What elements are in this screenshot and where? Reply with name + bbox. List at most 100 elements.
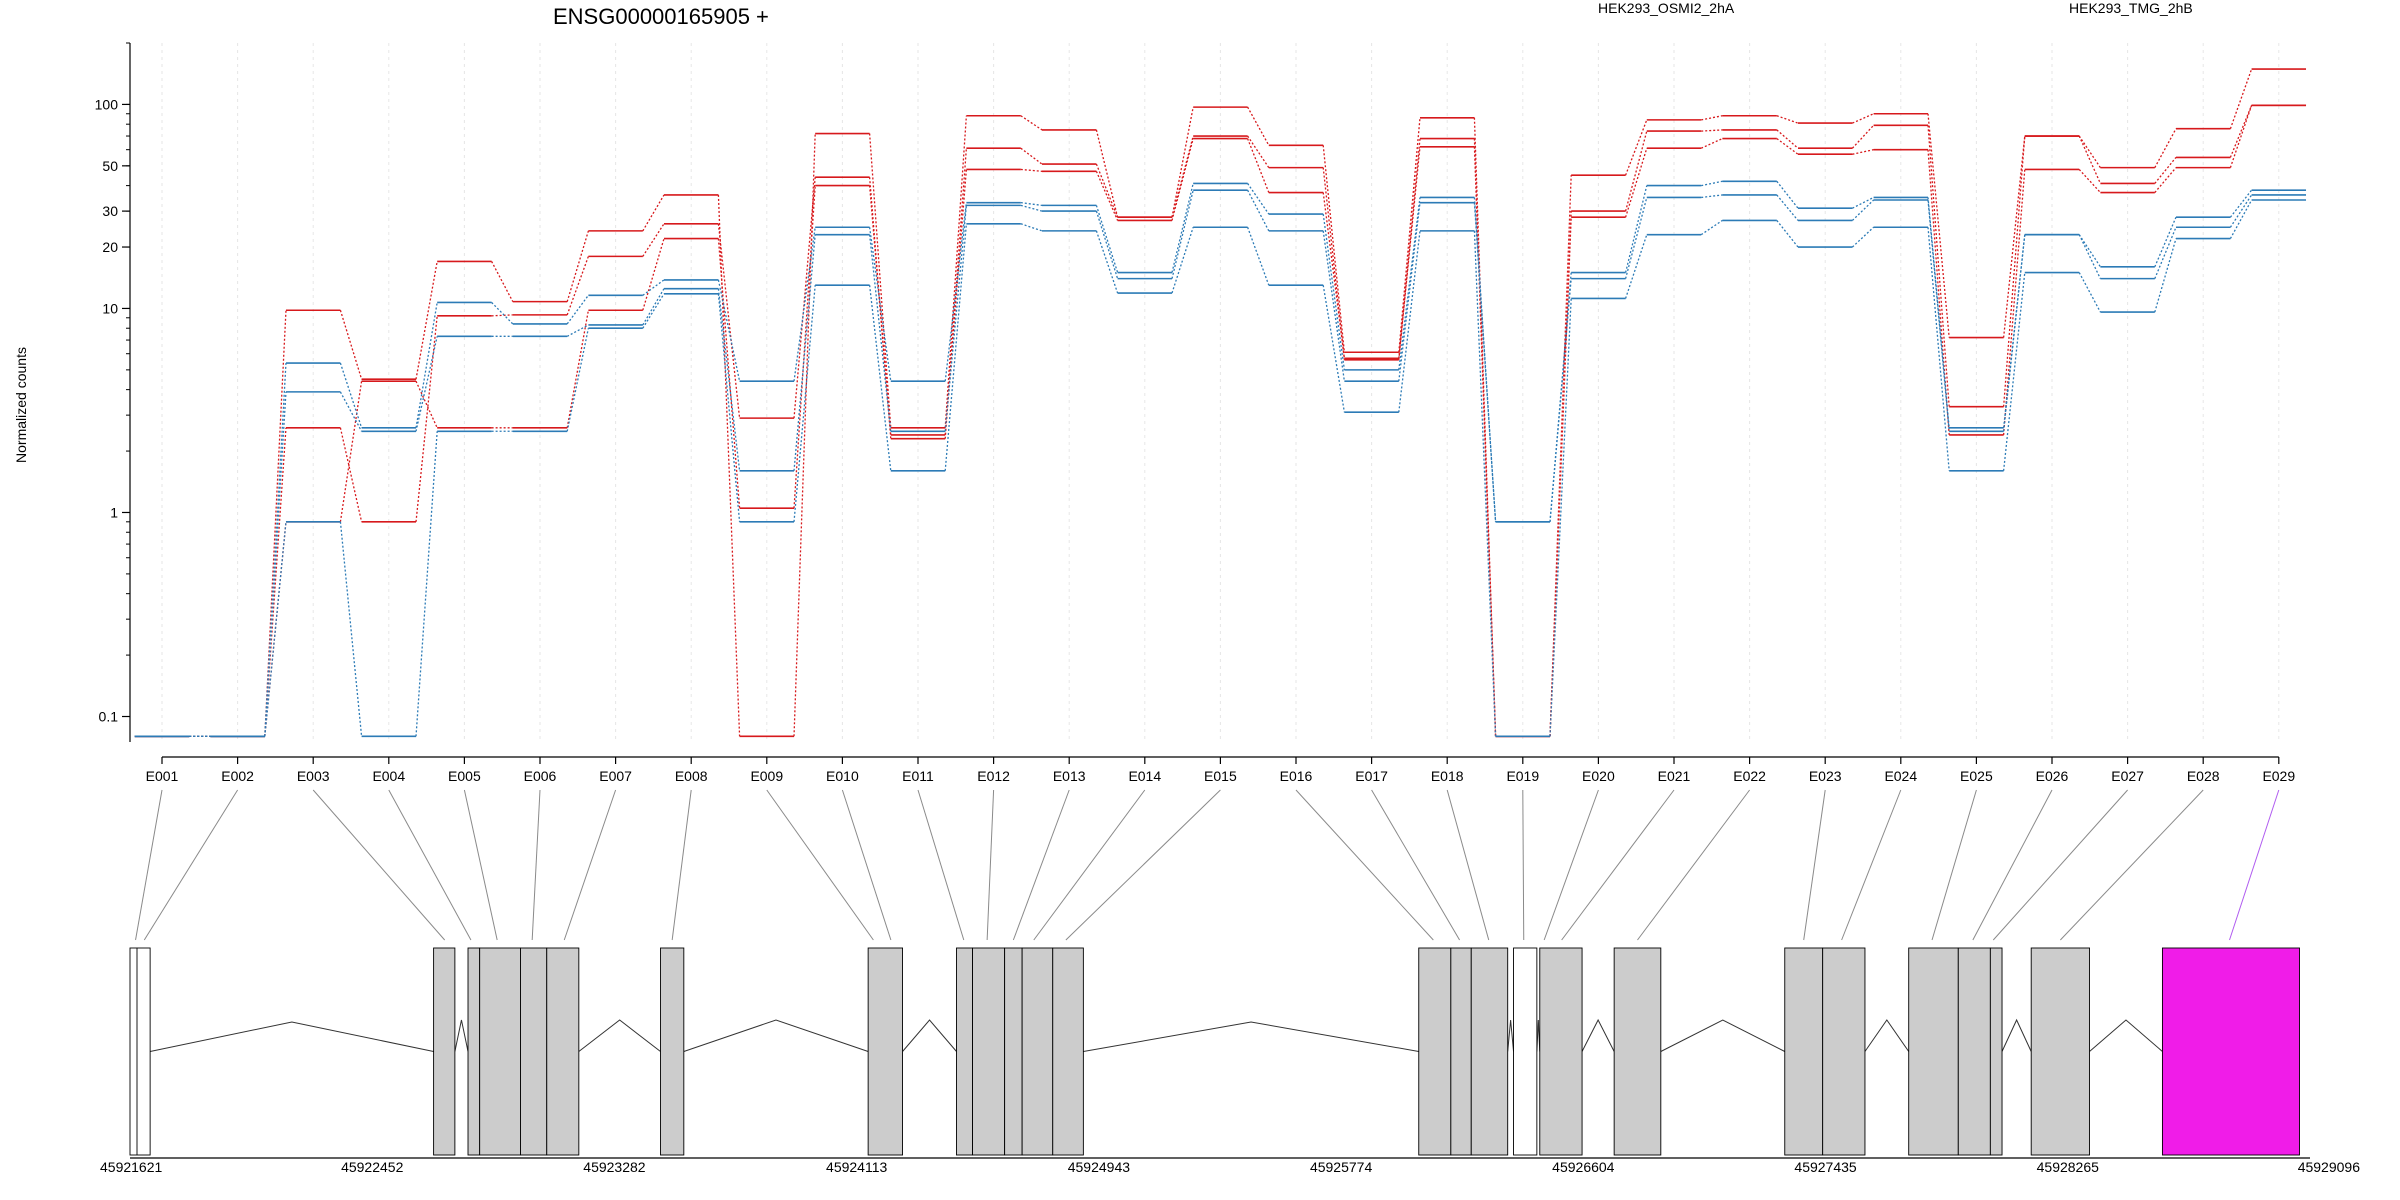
series-3-transition-E016 (1247, 183, 1270, 215)
series-3-transition-E023 (1776, 180, 1799, 209)
exon-block-22 (1908, 947, 1959, 1156)
series-1-transition-E003 (264, 427, 287, 737)
x-tick-label-E013: E013 (1053, 768, 1086, 784)
connector-E005 (463, 789, 498, 941)
connector-E012 (986, 789, 995, 941)
x-axis: E001 E002 E003 E004 E005 E006 E007 E008 E009 E010… (146, 756, 2295, 784)
x-tick-label-E008: E008 (675, 768, 708, 784)
series-3-transition-E007 (566, 294, 589, 325)
series-0-transition-E023 (1776, 115, 1799, 124)
series-3-transition-E015 (1171, 183, 1194, 273)
exon-block-10 (972, 947, 1006, 1156)
series-0-transition-E011 (868, 133, 892, 428)
series-3-transition-E027 (2078, 234, 2101, 268)
exon-block-4 (479, 947, 521, 1156)
series-4-transition-E012 (944, 205, 968, 432)
x-tick-label-E001: E001 (146, 768, 179, 784)
series-5-transition-E013 (1020, 223, 1043, 232)
series-4-transition-E029 (2229, 194, 2253, 228)
connector-E029 (2229, 789, 2280, 941)
x-tick-label-E006: E006 (524, 768, 557, 784)
x-tick-label-E024: E024 (1884, 768, 1917, 784)
series-4-transition-E011 (868, 234, 892, 432)
connector-E014 (1033, 789, 1146, 941)
exon-block-16 (1470, 947, 1509, 1156)
series-3-transition-E021 (1624, 185, 1648, 273)
series-4-transition-E017 (1322, 230, 1346, 382)
legend-label-osmi2: HEK293_OSMI2_2hA (1598, 0, 1735, 16)
connector-E027 (1992, 789, 2128, 941)
connector-E008 (671, 789, 692, 941)
connector-E006 (531, 789, 541, 941)
connector-E023 (1803, 789, 1826, 941)
series-4-transition-E019 (1473, 202, 1497, 522)
series-2-transition-E014 (1095, 171, 1119, 221)
series-5-transition-E004 (339, 521, 363, 737)
exon-connector-lines (135, 789, 2280, 941)
series-5-transition-E025 (1927, 227, 1950, 471)
series-4-transition-E007 (566, 324, 589, 337)
connector-E011 (917, 789, 965, 941)
coord-tick-label: 45926604 (1552, 1159, 1615, 1175)
series-4-transition-E020 (1549, 278, 1572, 522)
series-5-transition-E022 (1700, 219, 1723, 236)
series-5-transition-E023 (1776, 220, 1799, 248)
connector-E028 (2059, 789, 2204, 941)
series-4-transition-E026 (2002, 234, 2026, 432)
intron-7 (683, 1019, 869, 1052)
series-2-transition-E021 (1624, 148, 1648, 218)
connector-E009 (766, 789, 874, 941)
series-4-transition-E009 (717, 288, 741, 471)
series-2-transition-E007 (566, 310, 590, 428)
series-1-transition-E017 (1322, 167, 1346, 360)
series-5-transition-E027 (2078, 272, 2101, 313)
series-3-transition-E017 (1322, 214, 1346, 370)
connector-E010 (841, 789, 892, 941)
series-1-transition-E016 (1247, 135, 1270, 168)
series-5-transition-E016 (1247, 227, 1270, 286)
series-1-transition-E022 (1701, 129, 1723, 132)
series-5-transition-E019 (1473, 230, 1497, 737)
x-tick-label-E026: E026 (2036, 768, 2069, 784)
exon-block-6 (546, 947, 580, 1156)
series-2-transition-E016 (1247, 138, 1270, 193)
connector-E002 (143, 789, 239, 941)
exon-block-14 (1418, 947, 1452, 1156)
exon-block-24 (1989, 947, 2003, 1156)
y-tick-label: 0.1 (99, 709, 119, 725)
series-1-transition-E005 (415, 315, 438, 522)
series-0-transition-E021 (1625, 119, 1648, 176)
series-1-transition-E015 (1171, 135, 1194, 218)
series-4-transition-E010 (793, 234, 816, 471)
series-2-transition-E008 (642, 238, 665, 311)
intron-6 (578, 1019, 661, 1052)
x-tick-label-E023: E023 (1809, 768, 1842, 784)
series-1-transition-E026 (2002, 135, 2026, 407)
series-5-transition-E005 (415, 431, 438, 737)
exon-block-18 (1539, 947, 1583, 1156)
exon-block-3 (467, 947, 481, 1156)
grid-lines (161, 43, 2280, 742)
series-2-transition-E013 (1020, 168, 1043, 172)
series-3-transition-E028 (2154, 216, 2177, 268)
series-2-transition-E023 (1776, 138, 1799, 155)
connector-E017 (1371, 789, 1461, 941)
genomic-coordinate-axis: 45921621 45922452 45923282 45924113 45924943… (100, 1157, 2360, 1175)
x-tick-label-E028: E028 (2187, 768, 2220, 784)
series-1-transition-E009 (717, 223, 741, 419)
series-2-transition-E020 (1549, 217, 1572, 737)
series-5-transition-E007 (566, 328, 590, 432)
series-0-transition-E004 (339, 310, 363, 380)
y-tick-label: 20 (102, 239, 118, 255)
x-tick-label-E004: E004 (372, 768, 405, 784)
series-0-transition-E024 (1852, 113, 1874, 124)
exon-block-23 (1957, 947, 1991, 1156)
series-4-transition-E013 (1020, 204, 1043, 212)
series-5 (134, 199, 2307, 738)
connector-E004 (388, 789, 472, 941)
series-5-transition-E020 (1549, 298, 1572, 737)
series-0-transition-E027 (2078, 135, 2101, 168)
exon-block-25 (2030, 947, 2090, 1156)
series-1-transition-E029 (2229, 105, 2253, 158)
